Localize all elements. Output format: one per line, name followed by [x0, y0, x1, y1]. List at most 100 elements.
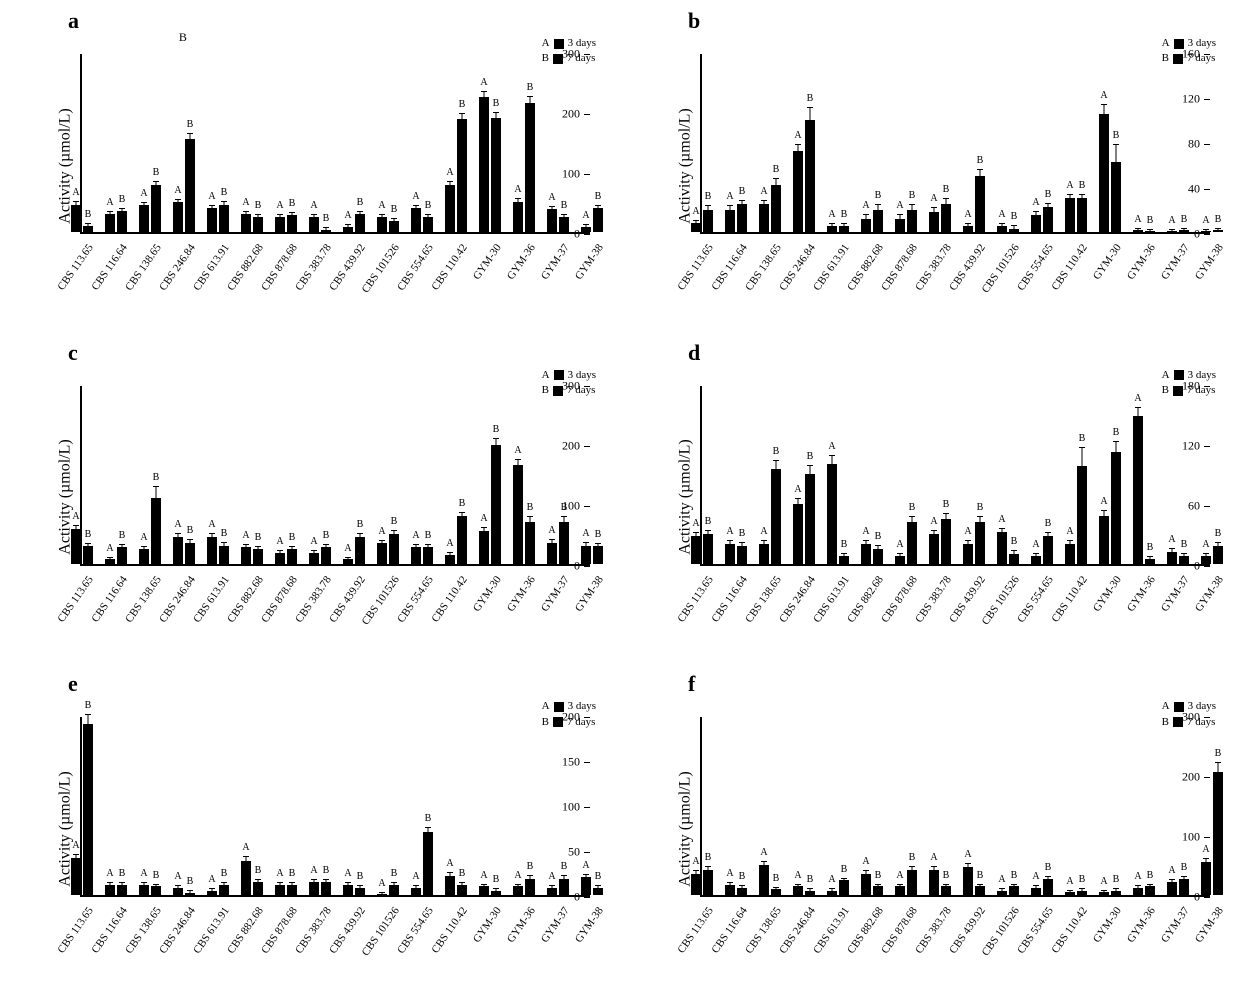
bar-series-letter: A	[726, 526, 733, 537]
bar-b	[1009, 886, 1019, 895]
error-bar	[696, 533, 697, 536]
error-bar	[1048, 877, 1049, 879]
error-bar	[258, 215, 259, 217]
bar-a	[207, 208, 217, 232]
error-cap	[413, 205, 419, 206]
bar-series-letter: B	[391, 516, 398, 527]
error-bar	[912, 517, 913, 522]
bar-series-letter: A	[242, 530, 249, 541]
y-tick	[1204, 566, 1210, 567]
x-tick-label: GYM-30	[1091, 574, 1124, 614]
bar-series-letter: A	[692, 856, 699, 867]
bar-b	[457, 885, 467, 896]
bar-b	[1213, 546, 1223, 564]
bar-b	[321, 882, 331, 896]
bar-b	[83, 546, 93, 564]
error-bar	[810, 466, 811, 474]
error-cap	[761, 200, 767, 201]
error-bar	[696, 871, 697, 874]
error-cap	[447, 552, 453, 553]
bar-series-letter: B	[221, 187, 228, 198]
error-cap	[829, 888, 835, 889]
bar-series-letter: B	[187, 876, 194, 887]
error-bar	[844, 554, 845, 556]
error-bar	[394, 219, 395, 221]
bar-a	[861, 544, 871, 564]
x-tick-label: GYM-37	[1159, 242, 1192, 282]
bar-series-letter: A	[896, 200, 903, 211]
bar-b	[1111, 452, 1121, 564]
bar-series-letter: A	[1100, 496, 1107, 507]
error-cap	[209, 205, 215, 206]
error-bar	[1070, 541, 1071, 544]
error-cap	[561, 875, 567, 876]
error-cap	[1067, 540, 1073, 541]
error-bar	[360, 212, 361, 214]
panel-c: cActivity (µmol/L)A3 daysB7 days01002003…	[0, 332, 620, 664]
error-bar	[156, 885, 157, 887]
error-bar	[1172, 230, 1173, 231]
bar-series-letter: A	[344, 210, 351, 221]
bar-a	[1201, 556, 1211, 564]
error-cap	[345, 882, 351, 883]
bar-a	[309, 217, 319, 232]
error-cap	[1203, 858, 1209, 859]
bar-series-letter: B	[1215, 214, 1222, 225]
bar-series-letter: B	[323, 865, 330, 876]
bar-a	[207, 537, 217, 564]
bar-a	[1031, 556, 1041, 564]
bar-b	[975, 886, 985, 895]
error-bar	[776, 888, 777, 890]
bar-a	[445, 555, 455, 564]
bar-b	[151, 886, 161, 895]
error-bar	[798, 145, 799, 151]
bar-series-letter: B	[459, 99, 466, 110]
bar-series-letter: B	[85, 209, 92, 220]
error-bar	[450, 873, 451, 876]
error-bar	[190, 891, 191, 893]
bar-series-letter: B	[357, 871, 364, 882]
bar-b	[151, 498, 161, 564]
error-bar	[776, 461, 777, 469]
bar-series-letter: B	[1147, 870, 1154, 881]
error-cap	[727, 205, 733, 206]
bar-a	[929, 870, 939, 895]
bar-a	[309, 553, 319, 564]
error-cap	[119, 544, 125, 545]
error-cap	[73, 854, 79, 855]
bar-series-letter: A	[1202, 844, 1209, 855]
bar-a	[411, 888, 421, 895]
error-bar	[190, 134, 191, 139]
error-cap	[773, 178, 779, 179]
bar-a	[581, 546, 591, 564]
error-cap	[493, 888, 499, 889]
bar-a	[105, 214, 115, 232]
bar-a	[997, 226, 1007, 232]
bar-a	[1031, 888, 1041, 895]
bar-series-letter: B	[705, 516, 712, 527]
error-cap	[255, 546, 261, 547]
x-tick-label: GYM-37	[539, 242, 572, 282]
bar-a	[963, 226, 973, 232]
bar-b	[873, 210, 883, 233]
chart-area: 0100200300BABABABABABABABABABABABABABABA…	[80, 54, 590, 234]
error-cap	[761, 540, 767, 541]
bar-series-letter: A	[582, 528, 589, 539]
bar-series-letter: B	[705, 191, 712, 202]
bar-a	[997, 891, 1007, 896]
bar-b	[287, 885, 297, 896]
panel-letter: f	[688, 671, 695, 697]
error-cap	[977, 516, 983, 517]
error-bar	[1082, 889, 1083, 890]
error-cap	[1147, 884, 1153, 885]
bar-series-letter: A	[692, 206, 699, 217]
error-bar	[156, 487, 157, 498]
error-cap	[391, 218, 397, 219]
error-bar	[326, 228, 327, 229]
bar-a	[1167, 231, 1177, 232]
bar-series-letter: A	[412, 530, 419, 541]
error-bar	[530, 517, 531, 522]
error-cap	[807, 888, 813, 889]
bar-series-letter: B	[391, 868, 398, 879]
bar-series-letter: B	[875, 190, 882, 201]
